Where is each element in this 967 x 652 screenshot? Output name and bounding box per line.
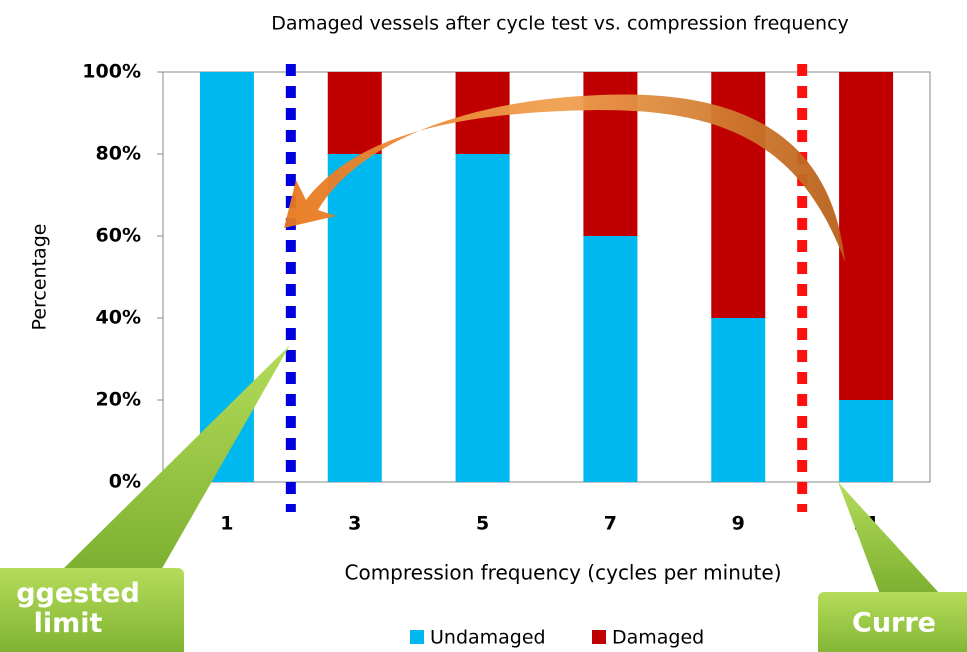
page: {"chart_data": {"type": "stacked_bar", "… bbox=[0, 0, 967, 652]
y-tick-label: 20% bbox=[96, 389, 141, 411]
legend-label: Damaged bbox=[612, 627, 704, 649]
y-tick-label: 100% bbox=[82, 61, 141, 83]
y-tick-label: 60% bbox=[96, 225, 141, 247]
bar-segment bbox=[328, 154, 382, 482]
x-axis-title: Compression frequency (cycles per minute… bbox=[345, 561, 782, 585]
bar-segment bbox=[711, 318, 765, 482]
bar-segment bbox=[839, 400, 893, 482]
x-tick-label: 7 bbox=[604, 513, 617, 535]
bar-segment bbox=[328, 72, 382, 154]
legend: Undamaged Damaged bbox=[410, 627, 704, 649]
bar-segment bbox=[839, 72, 893, 400]
plot-frame bbox=[163, 72, 930, 482]
bar-segment bbox=[456, 154, 510, 482]
x-tick-label: 5 bbox=[476, 513, 489, 535]
chart-title: Damaged vessels after cycle test vs. com… bbox=[271, 13, 849, 35]
legend-label: Undamaged bbox=[430, 627, 546, 649]
x-tick-label: 9 bbox=[732, 513, 745, 535]
y-axis-title: Percentage bbox=[29, 224, 51, 331]
callout-text: Curre bbox=[852, 608, 936, 639]
legend-swatch bbox=[592, 630, 606, 644]
bar-segment bbox=[583, 236, 637, 482]
callout-pointer bbox=[838, 482, 940, 594]
chart: Damaged vessels after cycle test vs. com… bbox=[0, 0, 967, 652]
y-tick-label: 80% bbox=[96, 143, 141, 165]
x-tick-label: 1 bbox=[220, 513, 233, 535]
y-tick-label: 0% bbox=[109, 471, 141, 493]
x-tick-label: 3 bbox=[348, 513, 361, 535]
legend-swatch bbox=[410, 630, 424, 644]
y-tick-label: 40% bbox=[96, 307, 141, 329]
callout-pointer bbox=[60, 345, 290, 572]
